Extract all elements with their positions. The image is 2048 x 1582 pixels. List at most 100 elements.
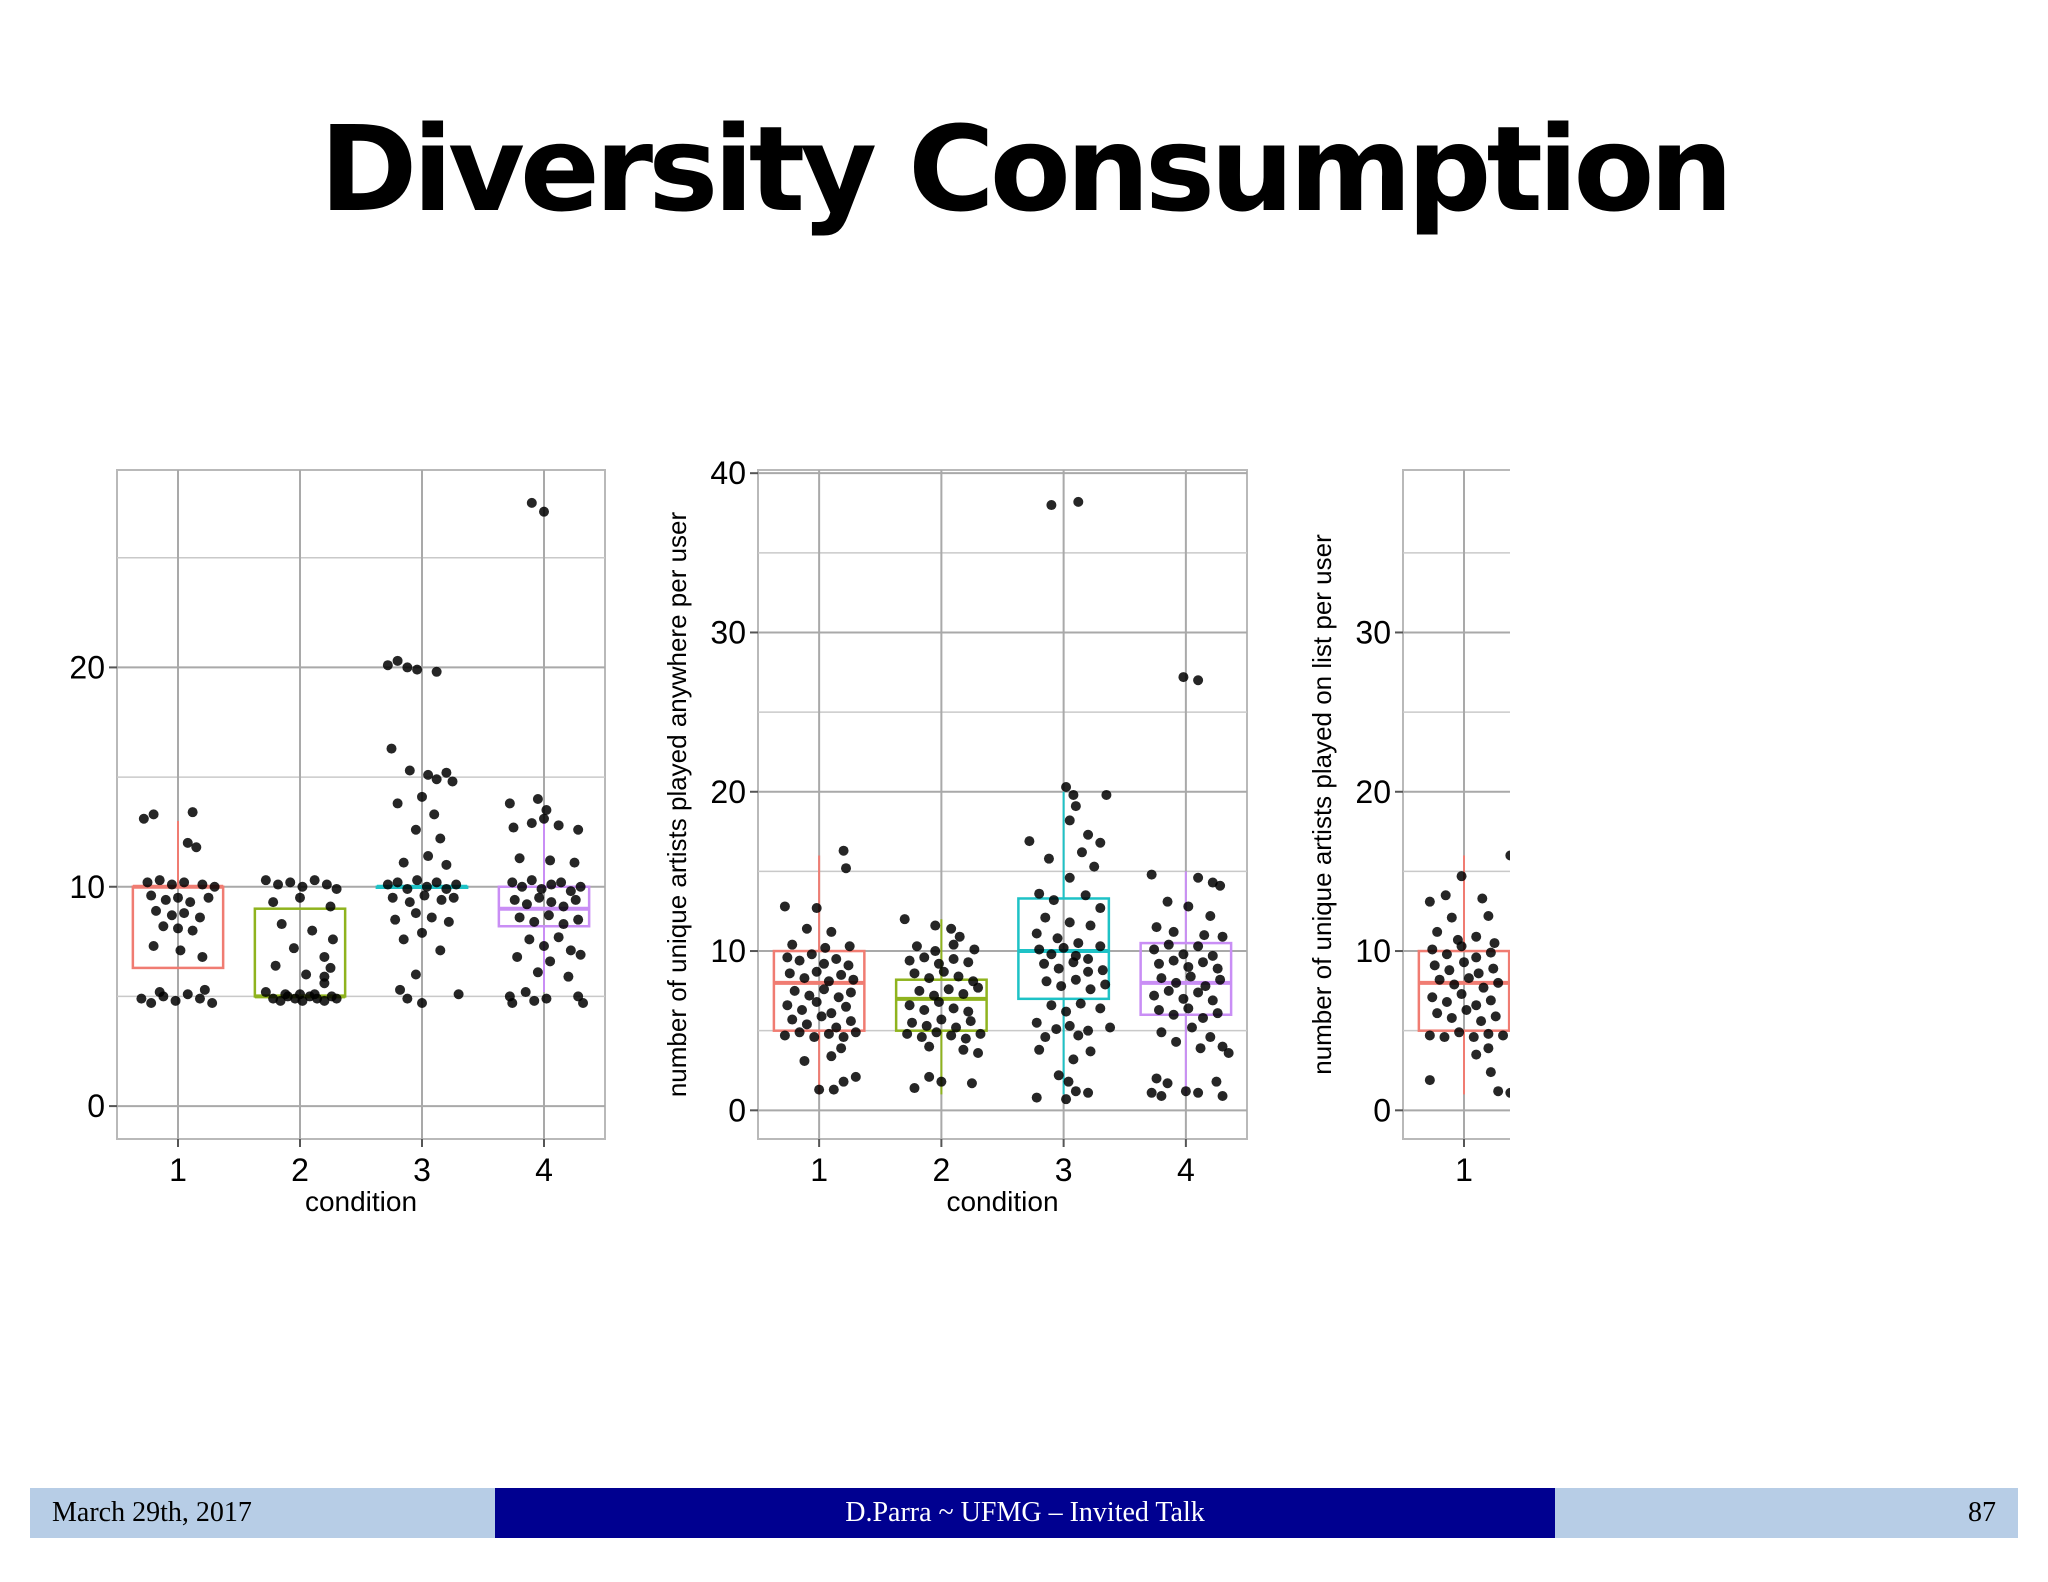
chart-2-data-point	[963, 1006, 974, 1017]
chart-2-data-point	[811, 903, 822, 914]
chart-1-data-point	[507, 998, 518, 1009]
chart-2-data-point	[1223, 1047, 1234, 1058]
chart-3-data-point	[1477, 893, 1488, 904]
chart-2-data-point	[1193, 872, 1204, 883]
chart-3-data-point	[1493, 1086, 1504, 1097]
chart-2-data-point	[1217, 931, 1228, 942]
chart-1-data-point	[578, 998, 589, 1009]
chart-2-data-point	[787, 939, 798, 950]
chart-1-data-point	[398, 857, 409, 868]
chart-2-data-point	[801, 923, 812, 934]
footer-talk-title: D.Parra ~ UFMG – Invited Talk	[845, 1497, 1205, 1528]
chart-3-data-point	[1471, 931, 1482, 942]
chart-2-data-point	[836, 969, 847, 980]
chart-1-data-point	[443, 916, 454, 927]
charts-area: 010201234conditionnumber of unique artis…	[70, 460, 1510, 1260]
chart-2-data-point	[1156, 1090, 1167, 1101]
chart-3-data-point	[1429, 960, 1440, 971]
chart-1-data-point	[197, 879, 208, 890]
chart-2-data-point	[814, 1084, 825, 1095]
chart-2-data-point	[1095, 837, 1106, 848]
chart-1-data-point	[288, 943, 299, 954]
chart-1-data-point	[423, 851, 434, 862]
chart-1-data-point	[187, 807, 198, 818]
chart-2-data-point	[1163, 985, 1174, 996]
chart-2-data-point	[831, 1022, 842, 1033]
chart-2-data-point	[919, 952, 930, 963]
chart-2-data-point	[1058, 942, 1069, 953]
chart-2-data-point	[902, 1028, 913, 1039]
chart-2-data-point	[1153, 1004, 1164, 1015]
chart-2-data-point	[965, 1016, 976, 1027]
chart-2-data-point	[1211, 1076, 1222, 1087]
chart-2-data-point	[826, 1051, 837, 1062]
chart-2-data-point	[936, 1076, 947, 1087]
chart-3-data-point	[1461, 1004, 1472, 1015]
chart-2-data-point	[1063, 1076, 1074, 1087]
chart-1-data-point	[558, 901, 569, 912]
chart-2-data-point	[1061, 1094, 1072, 1105]
chart-2-data-point	[1097, 965, 1108, 976]
chart-1-data-point	[194, 993, 205, 1004]
chart-2-data-point	[1048, 895, 1059, 906]
footer-page-number: 87	[1968, 1497, 1996, 1528]
chart-1-data-point	[382, 879, 393, 890]
chart-2-data-point	[973, 1047, 984, 1058]
chart-1-data-point	[435, 833, 446, 844]
chart-3-data-point	[1471, 1049, 1482, 1060]
chart-2-data-point	[948, 954, 959, 965]
chart-1-data-point	[386, 743, 397, 754]
chart-2-data-point	[806, 949, 817, 960]
chart-1-data-point	[453, 989, 464, 1000]
chart-1-data-point	[520, 987, 531, 998]
chart-2-data-point	[1178, 993, 1189, 1004]
chart-1-data-point	[327, 934, 338, 945]
chart-2-data-point	[1085, 920, 1096, 931]
chart-2-data-point	[911, 941, 922, 952]
chart-1-data-point	[541, 804, 552, 815]
chart-2-data-point	[838, 1076, 849, 1087]
chart-1-data-point	[448, 892, 459, 903]
chart-1-data-point	[563, 971, 574, 982]
chart-2-data-point	[850, 1071, 861, 1082]
chart-1-data-point	[421, 881, 432, 892]
chart-2-data-point	[801, 1019, 812, 1030]
chart-1-data-point	[173, 892, 183, 903]
chart-1-data-point	[160, 894, 171, 905]
chart-2-data-point	[1046, 1000, 1057, 1011]
chart-2-data-point	[828, 1084, 839, 1095]
chart-2-data-point	[1205, 1032, 1216, 1043]
chart-2-data-point	[1185, 971, 1196, 982]
chart-3-data-point	[1424, 1030, 1435, 1041]
chart-2-data-point	[973, 982, 984, 993]
chart-3-data-point	[1488, 963, 1499, 974]
chart-2-data-point	[1193, 941, 1204, 952]
chart-1-data-point	[170, 995, 181, 1006]
chart-1-data-point	[426, 912, 437, 923]
chart-1-data-point	[179, 908, 190, 919]
chart-1-data-point	[441, 859, 452, 870]
chart-2-data-point	[1051, 1024, 1062, 1035]
chart-1-data-point	[166, 879, 177, 890]
chart-1-data-point	[508, 822, 519, 833]
chart-2-data-point	[1153, 958, 1164, 969]
chart-2-data-point	[845, 987, 856, 998]
chart-1-data-point	[419, 890, 430, 901]
chart-2-data-point	[1073, 1030, 1084, 1041]
chart-2-y-tick-label: 0	[728, 1092, 746, 1128]
chart-2-data-point	[1034, 944, 1045, 955]
chart-2-data-point	[1197, 1012, 1208, 1023]
chart-3-data-point	[1424, 1075, 1435, 1086]
chart-1-data-point	[558, 919, 569, 930]
chart-1-data-point	[429, 809, 440, 820]
chart-2-data-point	[1215, 974, 1226, 985]
chart-2-data-point	[975, 1028, 986, 1039]
chart-2-data-point	[838, 1032, 849, 1043]
chart-1-data-point	[509, 894, 520, 905]
chart-2-data-point	[779, 901, 790, 912]
chart-2-data-point	[826, 926, 837, 937]
chart-1-x-tick-label: 4	[535, 1152, 553, 1188]
chart-2-data-point	[804, 990, 815, 1001]
chart-1-data-point	[387, 892, 398, 903]
chart-2-data-point	[826, 1008, 837, 1019]
